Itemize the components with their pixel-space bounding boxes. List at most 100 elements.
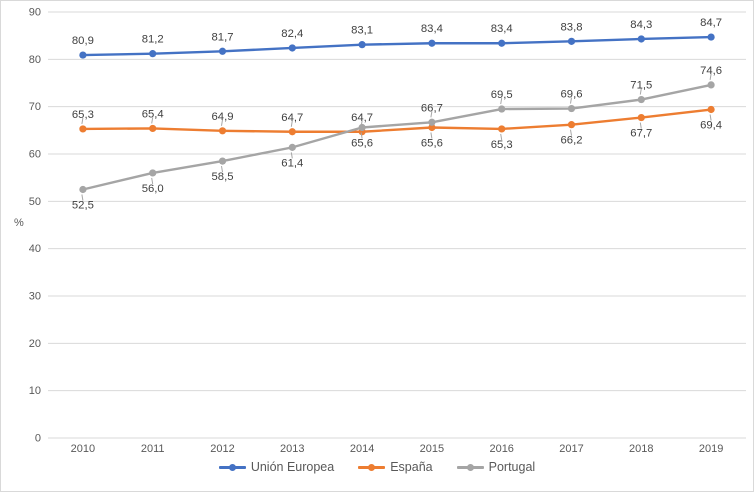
data-label: 65,4 [142, 108, 164, 120]
y-tick-label: 70 [29, 101, 41, 113]
data-label: 69,5 [491, 89, 513, 101]
data-label: 65,6 [421, 137, 443, 149]
data-label: 64,9 [212, 111, 234, 123]
data-point [498, 39, 506, 47]
data-point [218, 47, 227, 55]
data-point [288, 128, 296, 136]
x-tick-label: 2011 [141, 443, 165, 455]
legend-item-portugal: Portugal [456, 460, 535, 474]
data-point [149, 169, 157, 177]
y-tick-label: 50 [29, 196, 41, 208]
data-label: 66,7 [421, 102, 443, 114]
y-axis-title: % [14, 217, 24, 229]
series-line-España [81, 108, 713, 133]
data-point [707, 105, 715, 114]
data-point [567, 104, 576, 113]
line-marker-icon [218, 463, 246, 471]
legend-item-union-europea: Unión Europea [218, 460, 335, 474]
x-tick-label: 2014 [350, 443, 374, 455]
data-label: 58,5 [212, 171, 234, 183]
x-tick-label: 2017 [559, 443, 583, 455]
x-tick-label: 2010 [71, 443, 95, 455]
data-label: 71,5 [630, 80, 652, 92]
data-label: 52,5 [72, 200, 94, 212]
x-tick-label: 2016 [489, 443, 513, 455]
line-marker-icon [456, 463, 484, 471]
label-leader-line [151, 117, 154, 124]
data-point [428, 118, 436, 126]
legend-label: Unión Europea [250, 460, 335, 474]
data-point [637, 113, 645, 122]
x-tick-label: 2015 [420, 443, 444, 455]
x-tick-label: 2019 [699, 443, 723, 455]
y-tick-label: 80 [29, 54, 41, 66]
label-leader-line [709, 73, 712, 80]
label-leader-line [500, 133, 503, 140]
legend-label: España [390, 460, 433, 474]
y-tick-label: 30 [29, 291, 41, 303]
y-tick-label: 40 [29, 243, 41, 255]
data-label: 74,6 [700, 65, 722, 77]
data-point [149, 50, 157, 58]
data-label: 67,7 [630, 128, 652, 140]
line-marker-icon [358, 463, 386, 471]
label-leader-line [639, 88, 642, 95]
data-point [358, 41, 366, 49]
data-label: 64,7 [351, 112, 373, 124]
label-leader-line [221, 119, 223, 126]
data-point [358, 123, 366, 132]
data-point [218, 127, 227, 135]
label-leader-line [430, 132, 433, 139]
data-label: 65,6 [351, 137, 373, 149]
data-label: 56,0 [142, 183, 164, 195]
label-leader-line [500, 97, 503, 105]
label-leader-line [639, 122, 642, 129]
data-point [637, 95, 645, 104]
data-point [428, 123, 436, 132]
y-tick-label: 90 [29, 7, 41, 19]
y-tick-label: 0 [35, 433, 41, 445]
label-leader-line [709, 114, 712, 121]
x-tick-label: 2013 [280, 443, 304, 455]
data-point [288, 44, 296, 52]
data-label: 69,6 [561, 89, 583, 101]
data-point [498, 125, 506, 133]
x-tick-label: 2018 [629, 443, 653, 455]
label-leader-line [570, 129, 572, 136]
data-point [707, 81, 715, 89]
data-label: 81,2 [142, 34, 164, 46]
data-label: 84,3 [630, 19, 652, 31]
data-point [79, 185, 87, 194]
data-point [707, 33, 715, 41]
legend-item-espana: España [358, 460, 433, 474]
x-tick-label: 2012 [210, 443, 234, 455]
data-label: 65,3 [72, 109, 94, 121]
series-line-Unión Europea [81, 35, 713, 57]
data-point [218, 157, 227, 165]
data-label: 82,4 [281, 28, 303, 40]
data-label: 80,9 [72, 35, 94, 47]
label-leader-line [430, 111, 433, 118]
data-label: 81,7 [212, 31, 234, 43]
data-label: 84,7 [700, 17, 722, 29]
label-leader-line [81, 117, 84, 124]
data-point [498, 105, 506, 113]
data-point [567, 121, 576, 129]
legend: Unión Europea España Portugal [1, 460, 753, 474]
data-point [288, 143, 296, 151]
data-point [428, 39, 436, 47]
label-leader-line [570, 97, 572, 104]
label-leader-line [81, 194, 84, 201]
y-tick-label: 20 [29, 338, 41, 350]
label-leader-line [221, 166, 223, 173]
data-label: 83,8 [561, 21, 583, 33]
data-label: 83,4 [491, 23, 513, 35]
data-label: 83,1 [351, 25, 373, 37]
data-label: 83,4 [421, 23, 443, 35]
data-label: 65,3 [491, 139, 513, 151]
label-leader-line [290, 152, 293, 159]
data-point [79, 51, 87, 59]
data-point [637, 35, 645, 43]
